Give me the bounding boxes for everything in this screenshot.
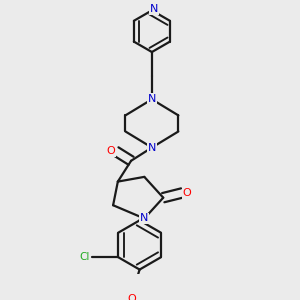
Text: N: N — [150, 4, 158, 14]
Text: O: O — [107, 146, 116, 156]
Text: O: O — [182, 188, 191, 198]
Text: N: N — [148, 94, 156, 104]
Text: N: N — [140, 214, 148, 224]
Text: Cl: Cl — [79, 252, 89, 262]
Text: O: O — [128, 294, 136, 300]
Text: N: N — [148, 142, 156, 152]
